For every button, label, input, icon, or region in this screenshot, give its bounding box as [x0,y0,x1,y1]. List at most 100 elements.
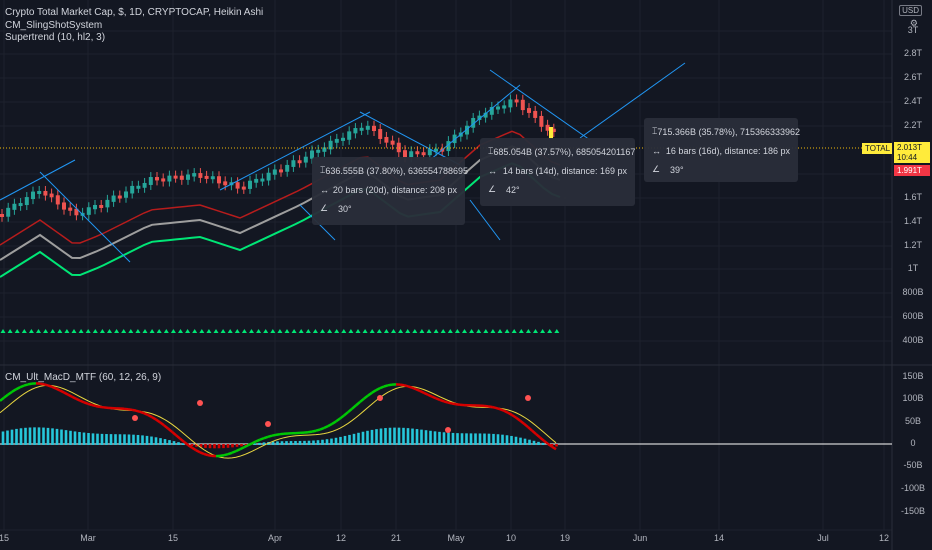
macd-histogram-bar [388,427,392,445]
price-scale-label: 600B [902,311,924,321]
macd-histogram-bar [334,437,338,445]
macd-histogram-bar [370,429,374,445]
trend-line[interactable] [489,69,591,141]
macd-cross-dot [197,400,203,406]
currency-badge[interactable]: USD [899,5,922,16]
macd-histogram-bar [271,441,275,445]
signal-triangle [433,329,439,333]
signal-triangle [220,329,226,333]
trend-line[interactable] [0,159,76,201]
macd-histogram-bar [55,428,59,445]
macd-histogram-bar [415,429,419,445]
signal-triangle [121,329,127,333]
macd-histogram-bar [366,430,369,445]
macd-histogram-bar [361,431,365,445]
macd-line-segment [95,404,101,409]
indicator-legend-slingshot[interactable]: CM_SlingShotSystem [5,20,103,31]
macd-line-segment [527,426,533,432]
measure-tooltip-2[interactable]: ⌶ 685.054B (37.57%), 685054201167 ↔ 14 bar… [480,138,635,206]
signal-triangle [85,329,91,333]
macd-line-segment [63,391,69,396]
signal-triangle [525,329,531,333]
signal-triangle [412,329,418,333]
candle-body [297,160,302,164]
bar-range-icon: ↔ [652,145,661,156]
macd-line-segment [163,424,169,430]
macd-histogram-bar [375,429,378,445]
gear-icon[interactable]: ⚙ [909,18,918,28]
macd-histogram-bar [357,432,360,445]
macd-line-segment [127,407,133,412]
time-axis-label: Apr [267,533,283,543]
candle-body [155,177,159,181]
measure-tooltip-1[interactable]: ⌶ 636.555B (37.80%), 636554788695 ↔ 20 bar… [312,157,468,225]
chart-title[interactable]: Crypto Total Market Cap, $, 1D, CRYPTOCA… [5,7,264,18]
time-axis-label: Jun [632,533,648,543]
macd-line-segment [383,384,389,388]
macd-line-segment [167,427,173,433]
macd-line-segment [75,397,81,402]
candle-body [12,203,17,210]
macd-line-segment [227,451,233,456]
candle-body [502,105,507,109]
macd-histogram-bar [424,430,428,445]
trend-line[interactable] [579,62,686,139]
macd-line-segment [39,382,45,386]
macd-line-segment [235,448,241,453]
macd-line-segment [7,390,13,396]
macd-line-segment [371,389,377,394]
macd-line-segment [359,397,365,403]
macd-legend[interactable]: CM_Ult_MacD_MTF (60, 12, 26, 9) [5,372,162,383]
candle-body [533,110,538,118]
signal-triangle [398,329,404,333]
macd-histogram-bar [348,434,351,445]
macd-line-segment [271,433,277,437]
macd-line-segment [171,430,177,437]
macd-histogram-bar [289,441,293,445]
measure-tooltip-3[interactable]: ⌶ 715.366B (35.78%), 715366333962 ↔ 16 bar… [644,118,801,182]
signal-triangle [142,329,148,333]
angle-icon: ∠ [652,164,661,174]
candle-body [539,115,544,127]
signal-triangle [376,329,382,333]
signal-triangle [391,329,396,333]
macd-line-segment [451,402,457,406]
candle-body [334,138,339,143]
macd-line-segment [51,385,57,390]
candle-body [179,175,184,180]
macd-line-segment [455,403,461,407]
grid-lines [0,0,892,531]
macd-line-segment [199,451,205,456]
trend-line[interactable] [469,199,501,241]
macd-line-segment [183,440,189,446]
macd-line-segment [427,393,433,398]
candle-body [235,182,240,189]
trend-line[interactable] [219,111,371,191]
signal-triangle [7,329,13,333]
macd-line-segment [15,386,21,391]
macd-line-segment [327,422,333,428]
macd-histogram-bar [478,433,482,445]
signal-triangle [249,329,254,333]
measure-price-range: 715.366B (35.78%), 715366333962 [657,126,801,137]
macd-histogram-bar [15,428,18,445]
trend-line[interactable] [359,111,461,166]
signal-triangle [305,329,311,333]
macd-histogram-bar [172,441,176,445]
macd-histogram-bar [280,441,284,445]
time-axis-label: 15 [0,533,10,543]
macd-line-segment [0,396,5,402]
macd-line-segment [239,446,245,451]
macd-histogram-bar [330,438,333,445]
macd-line-segment [415,388,421,393]
macd-line-segment [403,384,409,388]
candle-body [18,203,23,207]
macd-scale-label: -100B [900,483,926,493]
trend-line[interactable] [39,171,131,263]
candle-body [427,149,432,156]
indicator-legend-supertrend[interactable]: Supertrend (10, hl2, 3) [5,32,106,43]
macd-line-segment [267,434,273,439]
time-axis-label: Jul [817,533,829,543]
macd-histogram-bar [78,432,81,445]
